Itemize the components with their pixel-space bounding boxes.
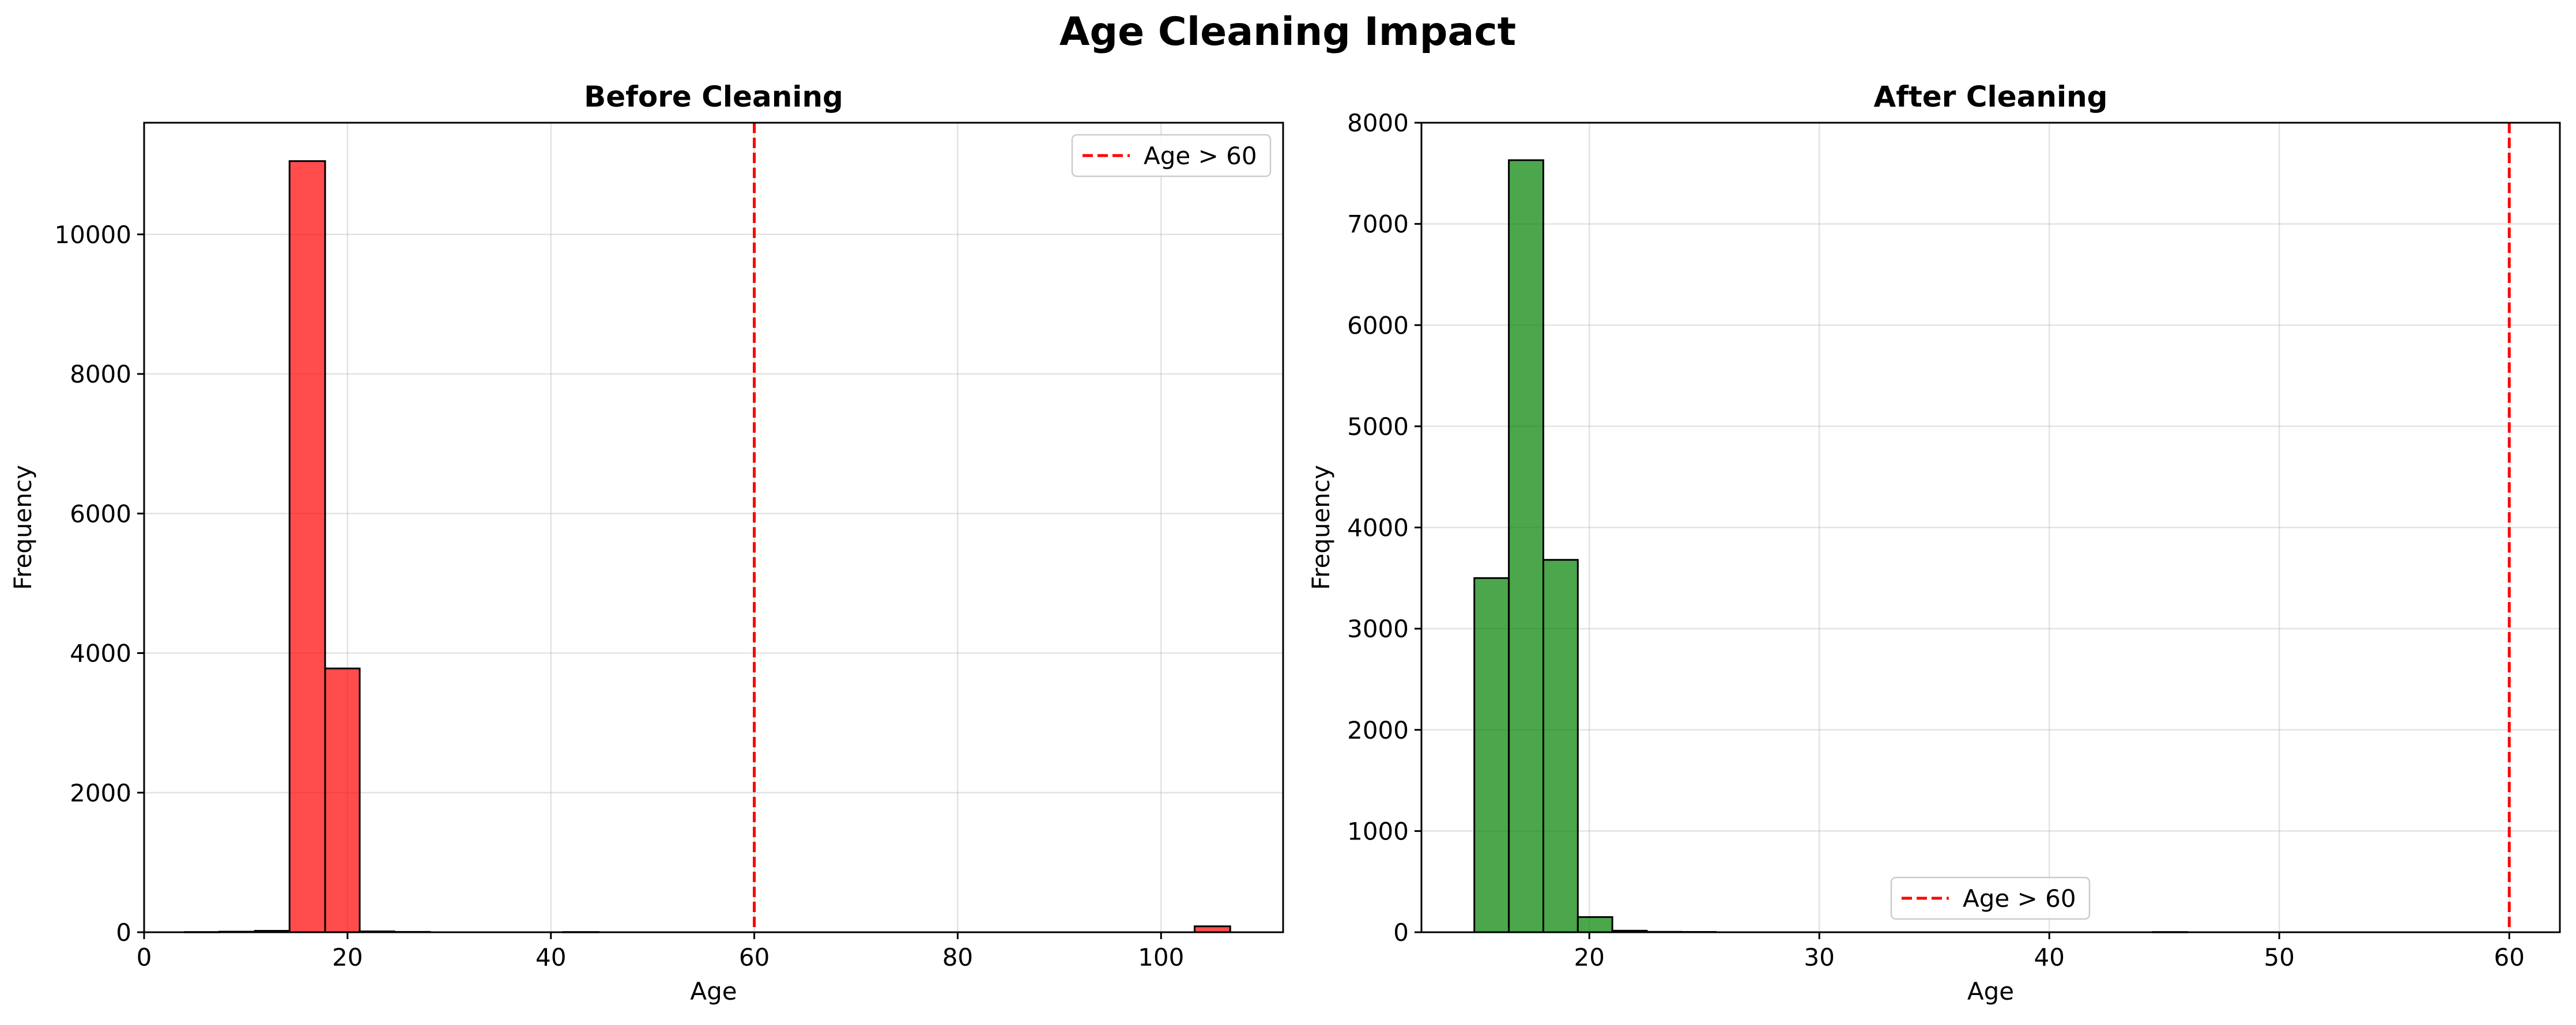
x-tick-label: 60: [739, 943, 770, 971]
y-tick-label: 5000: [1347, 413, 1409, 441]
y-axis-label: Frequency: [1307, 465, 1335, 590]
legend: Age > 60: [1890, 876, 2091, 920]
x-tick-label: 100: [1138, 943, 1184, 971]
y-tick-label: 7000: [1347, 210, 1409, 239]
x-tick-label: 20: [332, 943, 363, 971]
histogram-bar: [288, 160, 326, 933]
x-tick-label: 40: [2034, 943, 2065, 971]
x-axis-label: Age: [690, 977, 737, 1005]
y-tick-label: 10000: [54, 221, 131, 249]
y-tick-label: 2000: [70, 779, 131, 807]
y-tick-label: 4000: [70, 640, 131, 668]
legend-box: [1071, 134, 1272, 177]
y-tick-label: 1000: [1347, 817, 1409, 845]
y-tick-label: 6000: [70, 500, 131, 528]
y-tick-label: 2000: [1347, 716, 1409, 744]
histogram-bar: [1576, 916, 1613, 933]
x-tick-label: 50: [2264, 943, 2295, 971]
y-tick-label: 8000: [70, 360, 131, 388]
x-tick-label: 30: [1804, 943, 1835, 971]
histogram-bar: [1473, 577, 1510, 933]
y-tick-label: 0: [116, 918, 131, 947]
y-axis-label: Frequency: [9, 465, 37, 590]
histogram-bar: [1542, 559, 1579, 933]
after-cleaning-title: After Cleaning: [1874, 80, 2108, 114]
y-tick-label: 6000: [1347, 311, 1409, 339]
y-tick-label: 8000: [1347, 109, 1409, 137]
legend-box: [1890, 876, 2091, 920]
histogram-bar: [1508, 159, 1544, 933]
figure-title: Age Cleaning Impact: [1059, 9, 1516, 55]
axes-frame: [143, 122, 1284, 933]
histogram-bar: [324, 667, 361, 933]
legend: Age > 60: [1071, 134, 1272, 177]
histogram-bar: [1194, 925, 1231, 933]
legend-label: Age > 60: [1963, 884, 2076, 913]
x-tick-label: 60: [2494, 943, 2524, 971]
x-tick-label: 40: [535, 943, 566, 971]
before-cleaning-panel: 0 20 40 60 80 100 0 2000 4000 6000 8000 10000 Before…: [9, 80, 1284, 1005]
x-tick-label: 0: [137, 943, 152, 971]
x-tick-label: 20: [1574, 943, 1605, 971]
y-tick-label: 0: [1393, 918, 1409, 947]
x-axis-label: Age: [1967, 977, 2014, 1005]
y-tick-label: 4000: [1347, 514, 1409, 542]
x-tick-label: 80: [942, 943, 973, 971]
after-cleaning-panel: 20 30 40 50 60 0 1000 2000 3000 4000 5000 6000 7000 8…: [1307, 80, 2561, 1005]
before-cleaning-title: Before Cleaning: [584, 80, 843, 114]
legend-label: Age > 60: [1144, 142, 1257, 170]
y-tick-label: 3000: [1347, 615, 1409, 643]
